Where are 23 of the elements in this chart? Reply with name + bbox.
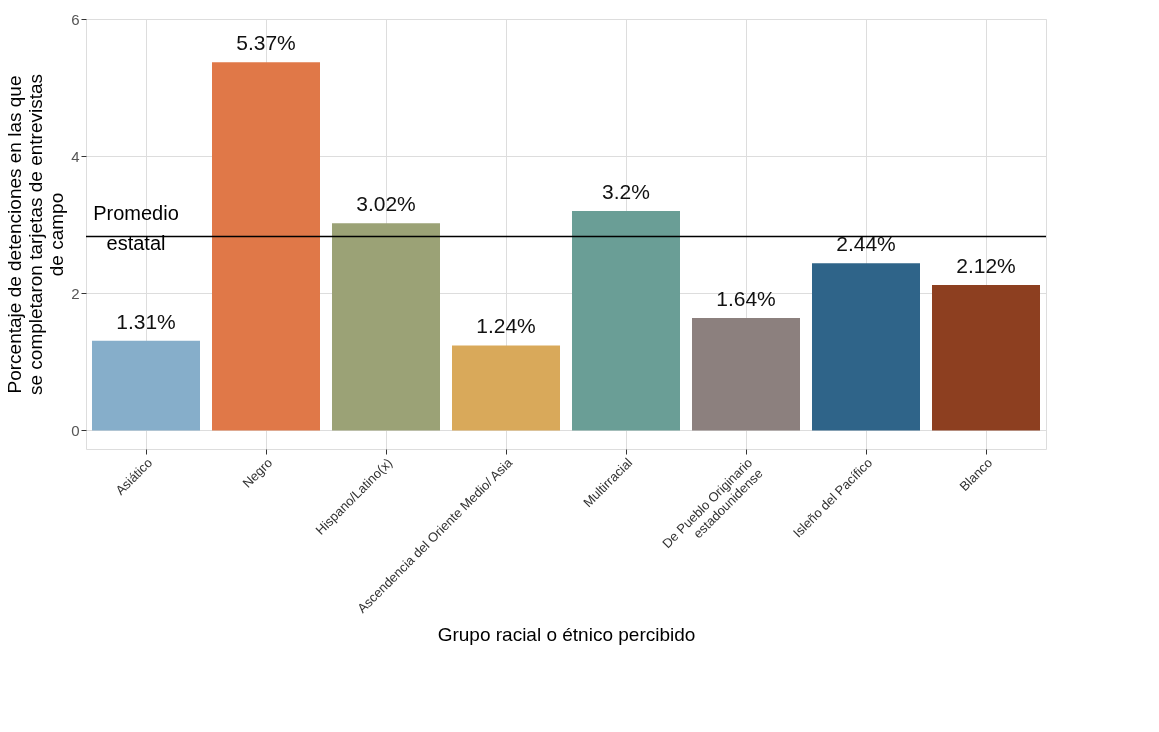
data-label: 5.37%: [236, 31, 296, 55]
data-label: 3.02%: [356, 192, 416, 216]
bar: [572, 211, 680, 431]
bar: [452, 345, 560, 431]
data-label: 2.12%: [956, 254, 1016, 278]
bar: [812, 263, 920, 431]
y-tick-label: 2: [71, 284, 80, 302]
bar: [692, 318, 800, 431]
y-tick-label: 4: [71, 147, 80, 165]
y-tick-label: 0: [71, 421, 80, 439]
ref-line-label: Promedio estatal: [93, 202, 179, 255]
data-label: 1.24%: [476, 314, 536, 338]
bar: [92, 340, 200, 431]
data-label: 2.44%: [836, 232, 896, 256]
x-axis-title: Grupo racial o étnico percibido: [437, 624, 696, 646]
data-label: 3.2%: [602, 180, 650, 204]
data-label: 1.31%: [116, 309, 176, 333]
bar: [332, 223, 440, 431]
y-axis-title: Porcentaje de detenciones en las que se completaron tarjetas de entrevistas de campo: [4, 73, 68, 396]
y-tick-label: 6: [71, 10, 80, 28]
data-label: 1.64%: [716, 287, 776, 311]
bar: [932, 285, 1040, 431]
bar: [212, 62, 320, 431]
